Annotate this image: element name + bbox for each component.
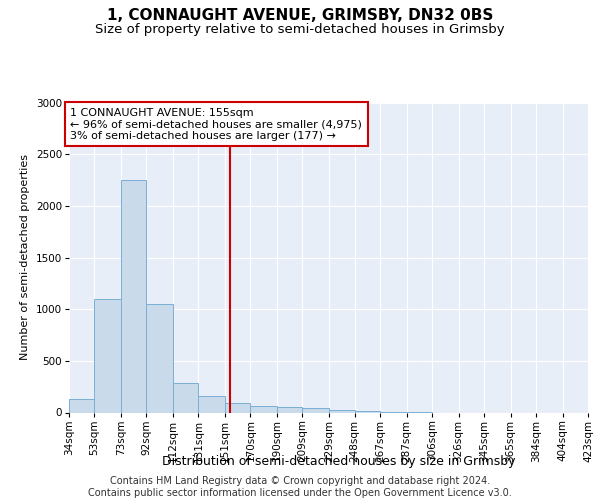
Bar: [146, 304, 173, 412]
Bar: [250, 406, 277, 412]
Text: Distribution of semi-detached houses by size in Grimsby: Distribution of semi-detached houses by …: [162, 455, 516, 468]
Bar: [69, 399, 94, 412]
Bar: [277, 408, 302, 412]
Bar: [173, 382, 199, 412]
Text: 1, CONNAUGHT AVENUE, GRIMSBY, DN32 0BS: 1, CONNAUGHT AVENUE, GRIMSBY, DN32 0BS: [107, 8, 493, 22]
Text: 1 CONNAUGHT AVENUE: 155sqm
← 96% of semi-detached houses are smaller (4,975)
3% : 1 CONNAUGHT AVENUE: 155sqm ← 96% of semi…: [70, 108, 362, 141]
Bar: [121, 180, 146, 412]
Y-axis label: Number of semi-detached properties: Number of semi-detached properties: [20, 154, 30, 360]
Text: Contains HM Land Registry data © Crown copyright and database right 2024.
Contai: Contains HM Land Registry data © Crown c…: [88, 476, 512, 498]
Bar: [199, 396, 225, 412]
Text: Size of property relative to semi-detached houses in Grimsby: Size of property relative to semi-detach…: [95, 22, 505, 36]
Bar: [94, 299, 121, 412]
Bar: [225, 402, 250, 412]
Bar: [302, 408, 329, 412]
Bar: [329, 410, 355, 412]
